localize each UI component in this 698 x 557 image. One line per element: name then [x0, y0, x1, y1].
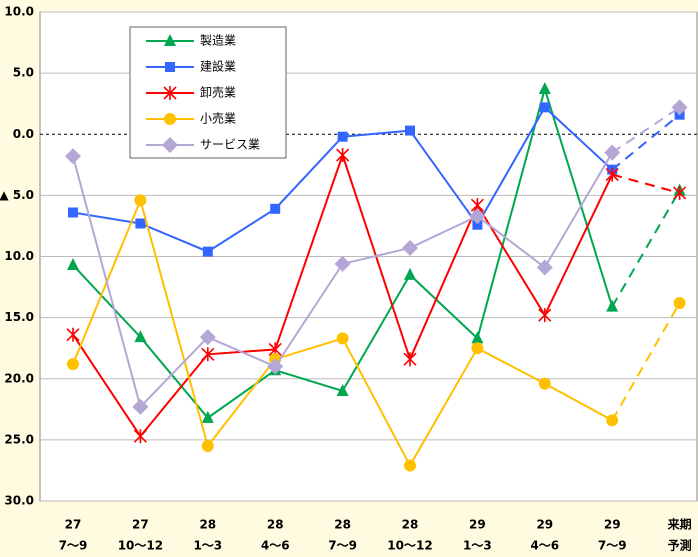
marker [132, 398, 149, 415]
marker [67, 358, 79, 371]
marker [402, 239, 418, 256]
y-tick-label: ▲ 5.0 [0, 188, 34, 202]
x-tick-label: 7～9 [59, 539, 88, 553]
marker [538, 377, 551, 390]
x-tick-label: 28 [402, 518, 419, 532]
x-tick-label: 28 [334, 518, 351, 532]
marker [403, 352, 417, 367]
marker [267, 358, 284, 375]
x-tick-label: 4～6 [530, 539, 559, 553]
y-tick-label: ▲ 10.0 [0, 249, 34, 263]
marker [539, 102, 550, 113]
x-tick-label: 29 [469, 518, 486, 532]
marker [471, 342, 484, 355]
marker [605, 167, 619, 182]
marker [536, 259, 553, 276]
marker [336, 383, 349, 396]
legend-label: 製造業 [200, 34, 236, 48]
marker [671, 99, 688, 116]
marker [472, 219, 483, 230]
x-tick-label: 予測 [668, 538, 692, 553]
series-line [611, 173, 680, 194]
series-line [611, 113, 681, 171]
legend-label: 建設業 [200, 59, 236, 74]
y-tick-label: 0.0 [13, 127, 34, 141]
x-tick-label: 28 [199, 518, 216, 532]
marker [163, 86, 177, 100]
marker [404, 459, 416, 472]
y-tick-label: 5.0 [13, 66, 34, 80]
x-tick-label: 29 [536, 518, 553, 532]
marker [538, 308, 552, 323]
marker [164, 34, 176, 46]
x-tick-label: 27 [65, 518, 82, 532]
marker [135, 218, 146, 229]
legend-label: サービス業 [200, 138, 260, 152]
marker [471, 331, 484, 344]
marker [604, 144, 621, 161]
x-tick-label: 7～9 [598, 539, 627, 553]
x-tick-label: 7～9 [328, 539, 357, 553]
x-tick-label: 来期 [667, 517, 692, 532]
marker [405, 125, 415, 136]
marker [606, 299, 619, 312]
marker [165, 62, 175, 72]
marker [134, 194, 147, 207]
marker [334, 255, 351, 272]
marker [606, 414, 619, 427]
marker [199, 329, 216, 346]
marker [66, 327, 80, 342]
marker [336, 148, 350, 163]
y-tick-label: ▲ 30.0 [0, 494, 34, 508]
legend-label: 小売業 [200, 111, 236, 126]
marker [202, 246, 213, 257]
marker [336, 332, 349, 345]
marker [673, 296, 686, 309]
x-tick-label: 27 [132, 518, 149, 532]
x-tick-label: 10～12 [387, 539, 432, 553]
marker [201, 439, 214, 452]
x-tick-label: 1～3 [193, 539, 222, 553]
x-tick-label: 4～6 [261, 539, 290, 553]
marker [270, 203, 281, 214]
marker [337, 131, 348, 142]
y-tick-label: ▲ 20.0 [0, 371, 34, 385]
marker [469, 208, 486, 225]
x-tick-label: 28 [267, 518, 284, 532]
marker [673, 185, 687, 200]
x-tick-label: 1～3 [463, 539, 492, 553]
legend-label: 卸売業 [200, 85, 236, 100]
marker [65, 148, 81, 165]
y-tick-label: ▲ 15.0 [0, 310, 34, 324]
marker [162, 137, 178, 153]
x-tick-label: 10～12 [118, 539, 163, 553]
marker [134, 330, 147, 343]
marker [164, 113, 176, 125]
marker [68, 207, 78, 218]
marker [67, 258, 79, 271]
marker [201, 347, 215, 362]
y-tick-label: 10.0 [4, 5, 34, 19]
series-line [611, 302, 681, 421]
x-tick-label: 29 [604, 518, 621, 532]
marker [133, 429, 147, 444]
series-line [611, 106, 681, 154]
marker [201, 410, 214, 423]
series-line [611, 189, 681, 308]
y-tick-label: ▲ 25.0 [0, 432, 34, 446]
marker [404, 267, 416, 280]
marker [538, 82, 551, 95]
